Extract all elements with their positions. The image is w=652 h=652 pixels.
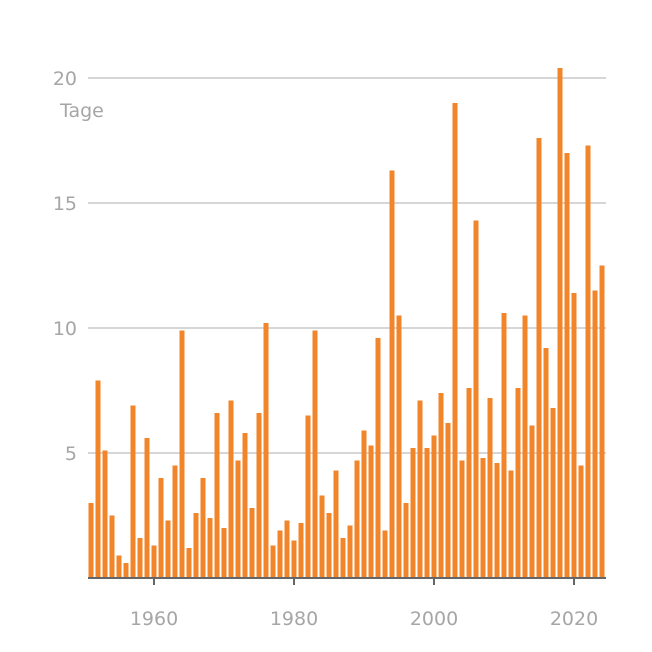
bar-1963: [172, 465, 178, 578]
bar-2023: [592, 290, 598, 578]
bar-1960: [151, 545, 157, 578]
bar-1961: [158, 478, 164, 578]
bar-1992: [375, 338, 381, 578]
bar-1990: [361, 430, 367, 578]
bar-1971: [228, 400, 234, 578]
bar-1991: [368, 445, 374, 578]
bar-2018: [557, 68, 563, 578]
bar-1959: [144, 438, 150, 578]
bar-1994: [389, 170, 395, 578]
bar-1966: [193, 513, 199, 578]
bar-1951: [88, 503, 94, 578]
x-tick-label: 1980: [270, 608, 318, 630]
x-tick-label: 2000: [410, 608, 458, 630]
bar-1983: [312, 330, 318, 578]
bar-1993: [382, 530, 388, 578]
bar-1999: [424, 448, 430, 578]
x-tick-label: 2020: [550, 608, 598, 630]
bar-1998: [417, 400, 423, 578]
bar-1972: [235, 460, 241, 578]
bar-1975: [256, 413, 262, 578]
bar-1962: [165, 520, 171, 578]
bar-1964: [179, 330, 185, 578]
y-tick-label: 10: [53, 318, 77, 340]
bar-2022: [585, 145, 591, 578]
bar-1978: [277, 530, 283, 578]
bar-2002: [445, 423, 451, 578]
bar-2013: [522, 315, 528, 578]
bar-1969: [214, 413, 220, 578]
bar-2004: [459, 460, 465, 578]
bar-1957: [130, 405, 136, 578]
bar-1987: [340, 538, 346, 578]
bar-2006: [473, 220, 479, 578]
bar-1981: [298, 523, 304, 578]
bar-2012: [515, 388, 521, 578]
x-tick-label: 1960: [130, 608, 178, 630]
bar-2001: [438, 393, 444, 578]
bar-1954: [109, 515, 115, 578]
bar-1986: [333, 470, 339, 578]
bar-1976: [263, 323, 269, 578]
y-tick-label: 20: [53, 68, 77, 90]
bar-2021: [578, 465, 584, 578]
bar-2024: [599, 265, 605, 578]
bar-1988: [347, 525, 353, 578]
bar-1952: [95, 380, 101, 578]
bar-2010: [501, 313, 507, 578]
bar-2008: [487, 398, 493, 578]
bar-1970: [221, 528, 227, 578]
bar-1967: [200, 478, 206, 578]
y-tick-label: 15: [53, 193, 77, 215]
bar-1996: [403, 503, 409, 578]
bar-2005: [466, 388, 472, 578]
bar-2019: [564, 153, 570, 578]
bar-1982: [305, 415, 311, 578]
bar-2003: [452, 103, 458, 578]
bar-2007: [480, 458, 486, 578]
bar-1979: [284, 520, 290, 578]
bar-2015: [536, 138, 542, 578]
y-tick-label: 5: [65, 443, 77, 465]
bar-1953: [102, 450, 108, 578]
bar-2009: [494, 463, 500, 578]
bar-1968: [207, 518, 213, 578]
bar-1973: [242, 433, 248, 578]
y-axis-label: Tage: [59, 100, 104, 122]
bar-2000: [431, 435, 437, 578]
bar-2017: [550, 408, 556, 578]
bar-1955: [116, 555, 122, 578]
bar-1974: [249, 508, 255, 578]
bar-2020: [571, 293, 577, 578]
bar-2016: [543, 348, 549, 578]
bar-1985: [326, 513, 332, 578]
bar-1997: [410, 448, 416, 578]
bar-1977: [270, 545, 276, 578]
bar-2014: [529, 425, 535, 578]
bar-1984: [319, 495, 325, 578]
bar-2011: [508, 470, 514, 578]
bar-1958: [137, 538, 143, 578]
bar-1989: [354, 460, 360, 578]
bar-1956: [123, 563, 129, 578]
bar-1980: [291, 540, 297, 578]
bar-1965: [186, 548, 192, 578]
bar-1995: [396, 315, 402, 578]
